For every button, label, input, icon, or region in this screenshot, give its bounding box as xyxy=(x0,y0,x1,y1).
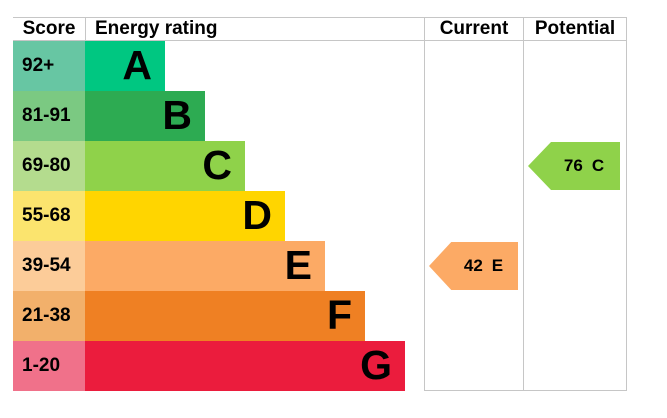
band-score-range: 81-91 xyxy=(13,91,85,141)
potential-header: Potential xyxy=(534,18,616,39)
band-letter: E xyxy=(284,242,312,288)
current-rating-band: E xyxy=(491,256,504,275)
potential-rating-value: 76 xyxy=(563,156,583,175)
band-row: 39-54 E xyxy=(13,241,627,291)
band-bar: C xyxy=(85,141,245,191)
band-letter: A xyxy=(122,42,152,88)
potential-column-divider xyxy=(523,17,524,391)
score-header: Score xyxy=(22,18,76,39)
band-row: 92+ A xyxy=(13,41,627,91)
score-column-divider xyxy=(85,17,86,41)
band-row: 55-68 D xyxy=(13,191,627,241)
band-bar: F xyxy=(85,291,365,341)
band-letter: B xyxy=(162,92,192,138)
header-bottom-border xyxy=(13,40,627,41)
band-score-range: 69-80 xyxy=(13,141,85,191)
current-rating-arrow: 42 E xyxy=(429,242,518,290)
band-bar: D xyxy=(85,191,285,241)
current-header: Current xyxy=(439,18,509,39)
band-bar: G xyxy=(85,341,405,391)
band-row: 81-91 B xyxy=(13,91,627,141)
band-bar: B xyxy=(85,91,205,141)
band-score-range: 55-68 xyxy=(13,191,85,241)
band-score-range: 21-38 xyxy=(13,291,85,341)
table-right-border xyxy=(626,17,627,391)
table-top-border xyxy=(13,17,627,18)
band-score-range: 1-20 xyxy=(13,341,85,391)
potential-rating-band: C xyxy=(591,156,605,175)
epc-table: Score Energy rating Current Potential 92… xyxy=(13,17,627,391)
band-letter: C xyxy=(202,142,232,188)
band-bar: E xyxy=(85,241,325,291)
band-score-range: 39-54 xyxy=(13,241,85,291)
current-column-divider xyxy=(424,17,425,391)
energy-rating-header: Energy rating xyxy=(95,18,218,39)
band-letter: G xyxy=(360,342,392,388)
band-row: 21-38 F xyxy=(13,291,627,341)
band-bar: A xyxy=(85,41,165,91)
band-row: 1-20 G xyxy=(13,341,627,391)
band-rows: 92+ A 81-91 B 69-80 C 55-68 D 39-54 E 21… xyxy=(13,41,627,391)
band-row: 69-80 C xyxy=(13,141,627,191)
band-letter: D xyxy=(242,192,272,238)
current-rating-value: 42 xyxy=(463,256,483,275)
band-score-range: 92+ xyxy=(13,41,85,91)
band-letter: F xyxy=(326,292,352,338)
table-bottom-border xyxy=(424,390,627,391)
